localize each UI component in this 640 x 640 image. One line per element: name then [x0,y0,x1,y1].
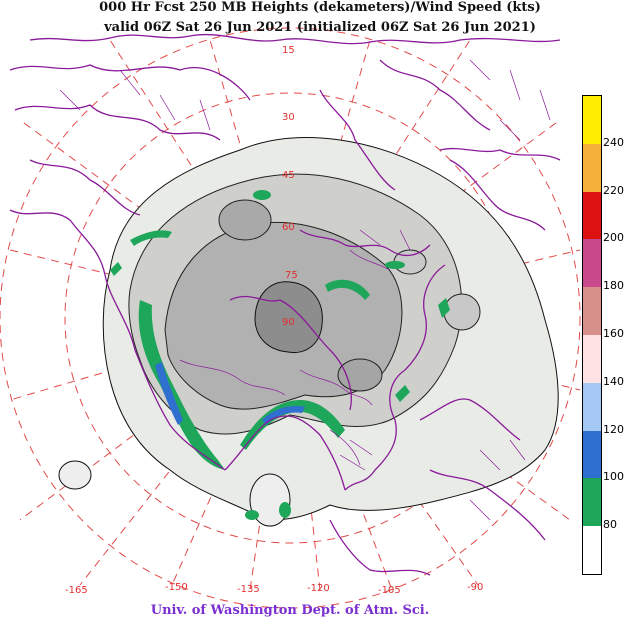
jet-streak-south-east [279,502,291,518]
lon-label-90: -90 [467,582,483,593]
legend-tick-label: 80 [603,518,617,532]
lon-label-165: -165 [65,585,88,596]
height-low-east [337,358,383,392]
lat-label-45: 45 [282,170,295,181]
height-field-core [254,281,323,354]
lon-label-105: -105 [378,585,401,596]
lat-label-15: 15 [282,45,295,56]
legend-tick-label: 220 [603,183,624,197]
legend-tick-label: 160 [603,327,624,340]
height-cell-pacific [58,460,92,490]
lat-label-75: 75 [285,270,298,281]
lat-label-90: 90 [282,317,295,328]
jet-stream-west-core [155,362,183,425]
legend-tick-label: 100 [603,470,624,484]
legend-tick-label: 200 [603,231,624,245]
legend-swatch [583,239,601,288]
lat-label-30: 30 [282,112,295,123]
legend-swatch [583,478,601,527]
legend-swatch [583,287,601,335]
height-low-atlantic [443,293,481,331]
legend-swatch [583,96,601,144]
lon-label-150: -150 [165,582,188,593]
political-borders [59,59,551,521]
jet-stream-west [138,300,225,470]
wind-speed-legend [582,95,602,575]
legend-swatch [583,382,601,431]
legend-swatch [583,335,601,383]
lon-label-120: -120 [307,583,330,594]
jet-stream-north [110,230,172,276]
longitude-labels: -165 -150 -135 -120 -105 -90 [65,582,483,596]
title-line-1: 000 Hr Fcst 250 MB Heights (dekameters)/… [99,0,541,15]
jet-stream-south [240,400,345,450]
jet-streak-north [253,190,271,200]
legend-swatch [583,430,601,479]
lon-label-135: -135 [237,584,260,595]
legend-swatch [583,143,601,192]
legend-tick-label: 180 [603,279,624,293]
jet-streak-europe [385,261,405,269]
legend-tick-label: 120 [603,422,624,436]
legend-swatch [583,191,601,240]
legend-tick-label: 140 [603,374,624,388]
title-line-2: valid 06Z Sat 26 Jun 2021 (initialized 0… [104,20,536,35]
lat-label-60: 60 [282,222,295,233]
legend-swatch [583,526,601,574]
height-low-north [218,199,272,241]
latitude-labels: 15 30 45 60 75 90 [282,45,298,328]
jet-streak-south [245,510,259,520]
credit-text: Univ. of Washington Dept. of Atm. Sci. [150,603,430,618]
jet-stream-south-core [262,406,305,425]
legend-tick-label: 240 [603,135,624,149]
coastlines [9,33,561,576]
